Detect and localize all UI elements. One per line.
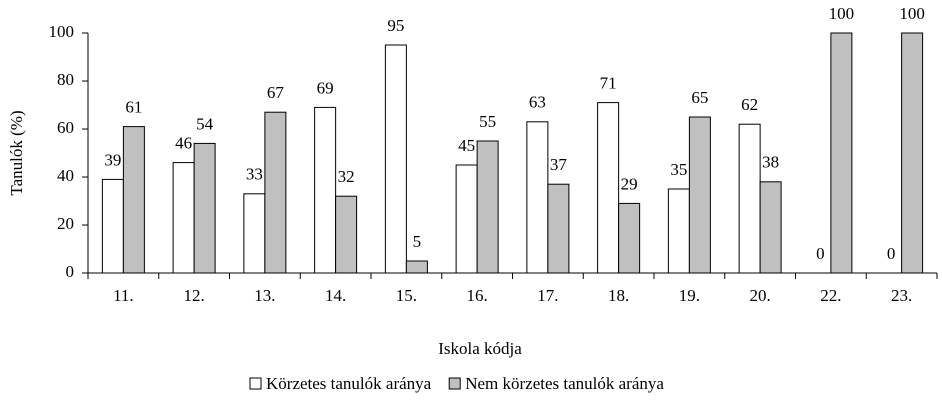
bar	[335, 195, 358, 274]
bar	[243, 193, 266, 274]
bar	[264, 111, 287, 274]
bar	[738, 123, 761, 274]
value-label: 55	[479, 112, 496, 131]
bar	[526, 121, 549, 274]
bar	[193, 142, 216, 274]
legend-label: Nem körzetes tanulók aránya	[465, 374, 664, 393]
value-label: 5	[413, 232, 422, 251]
value-label: 65	[691, 88, 708, 107]
bar	[547, 183, 570, 274]
bar	[759, 181, 782, 274]
bar	[667, 188, 690, 274]
bar	[688, 116, 711, 274]
value-label: 39	[104, 150, 121, 169]
value-label: 0	[887, 244, 896, 263]
bar	[476, 140, 499, 274]
y-tick-label: 60	[57, 118, 74, 137]
value-label: 62	[741, 95, 758, 114]
bar	[122, 126, 145, 274]
y-tick-label: 80	[57, 70, 74, 89]
value-label: 45	[458, 136, 475, 155]
value-label: 33	[246, 165, 263, 184]
value-label: 95	[387, 16, 404, 35]
value-label: 69	[317, 78, 334, 97]
legend-swatch	[249, 377, 262, 390]
legend-swatch	[448, 377, 461, 390]
x-tick-label: 11.	[113, 286, 134, 305]
x-tick-label: 19.	[679, 286, 700, 305]
y-tick-label: 100	[49, 22, 75, 41]
x-tick-label: 14.	[325, 286, 346, 305]
x-tick-label: 20.	[750, 286, 771, 305]
y-axis-label: Tanulók (%)	[7, 110, 26, 195]
value-label: 63	[529, 93, 546, 112]
bar	[384, 44, 407, 274]
x-tick-label: 17.	[537, 286, 558, 305]
value-label: 37	[550, 155, 568, 174]
x-tick-label: 12.	[184, 286, 205, 305]
x-axis-label: Iskola kódja	[438, 339, 522, 358]
x-tick-label: 23.	[891, 286, 912, 305]
bar	[314, 106, 337, 274]
value-label: 0	[816, 244, 825, 263]
bar	[101, 178, 124, 274]
y-tick-label: 0	[66, 262, 75, 281]
x-tick-label: 18.	[608, 286, 629, 305]
value-label: 61	[125, 98, 142, 117]
bar	[597, 102, 620, 274]
value-label: 35	[670, 160, 687, 179]
y-tick-label: 40	[57, 166, 74, 185]
bar	[405, 260, 428, 274]
value-label: 46	[175, 134, 192, 153]
x-tick-label: 15.	[396, 286, 417, 305]
value-label: 67	[267, 83, 285, 102]
value-label: 100	[899, 4, 925, 23]
x-tick-label: 22.	[820, 286, 841, 305]
x-tick-label: 13.	[254, 286, 275, 305]
bar	[172, 162, 195, 274]
value-label: 38	[762, 153, 779, 172]
bar	[901, 32, 924, 274]
bar	[618, 202, 641, 274]
legend-label: Körzetes tanulók aránya	[266, 374, 432, 393]
bar	[455, 164, 478, 274]
value-label: 54	[196, 114, 214, 133]
value-label: 71	[600, 74, 617, 93]
value-label: 100	[829, 4, 855, 23]
bar	[830, 32, 853, 274]
value-label: 29	[621, 174, 638, 193]
x-tick-label: 16.	[467, 286, 488, 305]
value-label: 32	[338, 167, 355, 186]
y-tick-label: 20	[57, 214, 74, 233]
